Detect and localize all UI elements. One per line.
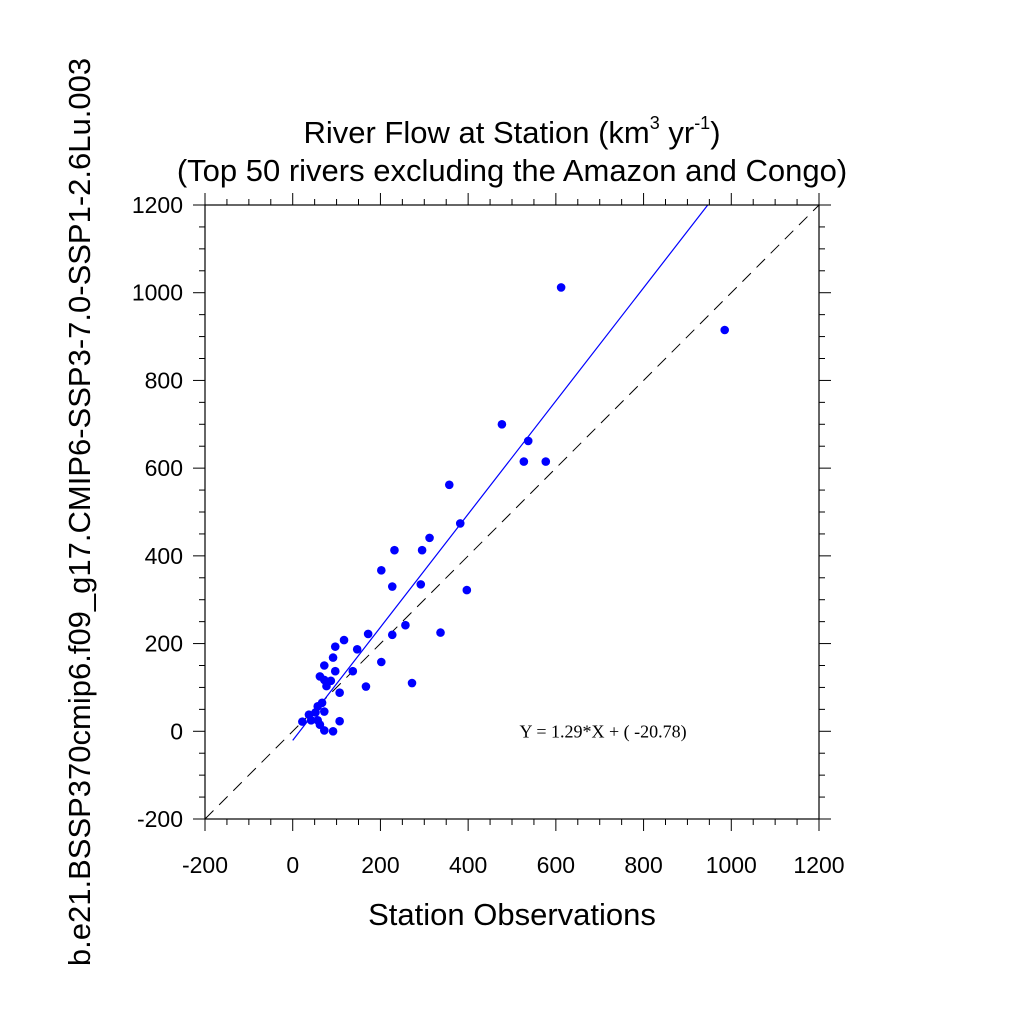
data-point <box>444 480 454 490</box>
data-point <box>387 630 397 640</box>
data-points <box>298 283 730 736</box>
x-tick-label: 400 <box>449 852 487 878</box>
data-point <box>523 436 533 446</box>
data-point <box>377 566 386 575</box>
y-axis-label: b.e21.BSSP370cmip6.f09_g17.CMIP6-SSP3-7.… <box>62 58 97 966</box>
data-point <box>455 519 465 528</box>
one-to-one-line <box>205 205 819 819</box>
data-point <box>339 635 349 645</box>
title-line-2: (Top 50 rivers excluding the Amazon and … <box>177 153 847 188</box>
y-tick-label: 0 <box>170 718 183 744</box>
data-point <box>462 585 472 595</box>
data-point <box>328 726 338 736</box>
data-point <box>497 419 507 429</box>
data-point <box>335 688 344 697</box>
regression-line <box>292 205 709 741</box>
x-tick-label: 1200 <box>793 852 844 878</box>
y-tick-label: 1000 <box>132 280 183 306</box>
y-tick-label: 200 <box>145 631 183 657</box>
y-tick-label: -200 <box>137 806 183 832</box>
title-text-b: yr <box>660 115 694 150</box>
x-axis-label: Station Observations <box>368 897 656 932</box>
x-tick-label: 800 <box>624 852 662 878</box>
regression-equation: Y = 1.29*X + ( -20.78) <box>520 721 687 742</box>
data-point <box>319 661 329 670</box>
y-tick-label: 400 <box>145 543 183 569</box>
chart-title: River Flow at Station (km3 yr-1) (Top 50… <box>177 113 847 188</box>
data-point <box>330 642 340 651</box>
y-tick-label: 1200 <box>132 192 183 218</box>
data-point <box>377 657 386 667</box>
data-point <box>390 545 399 555</box>
data-point <box>322 681 331 691</box>
plot-area <box>204 204 820 820</box>
data-point <box>363 629 373 639</box>
x-tick-label: 0 <box>286 852 299 878</box>
data-point <box>306 716 316 725</box>
data-point <box>298 717 307 726</box>
x-tick-label: 1000 <box>706 852 757 878</box>
data-point <box>401 620 410 630</box>
title-sup-3: 3 <box>650 113 660 133</box>
title-sup-neg1: -1 <box>694 113 710 133</box>
data-point <box>417 545 427 555</box>
data-point <box>425 533 434 543</box>
data-point <box>361 682 371 691</box>
data-point <box>330 666 340 676</box>
data-point <box>328 653 338 662</box>
axis-ticks <box>193 193 831 831</box>
x-tick-label: 600 <box>537 852 575 878</box>
data-point <box>387 582 397 591</box>
x-tick-label: -200 <box>182 852 228 878</box>
data-point <box>319 726 329 735</box>
data-point <box>348 666 358 676</box>
x-tick-label: 200 <box>361 852 399 878</box>
data-point <box>407 678 417 688</box>
title-line-1: River Flow at Station (km3 yr-1) <box>303 113 720 150</box>
title-text-c: ) <box>710 115 720 150</box>
y-tick-label: 800 <box>145 367 183 393</box>
title-text-a: River Flow at Station (km <box>303 115 649 150</box>
data-point <box>311 708 320 717</box>
tick-labels: -200 0 200 400 600 800 1000 1200 -200 0 200 400 600 8… <box>132 192 845 878</box>
data-point <box>519 457 529 466</box>
data-point <box>352 644 362 654</box>
data-point <box>541 457 551 466</box>
data-point <box>720 325 730 335</box>
data-point <box>335 716 344 726</box>
data-point <box>319 707 329 716</box>
y-tick-label: 600 <box>145 455 183 481</box>
data-point <box>416 580 426 589</box>
data-point <box>556 283 566 292</box>
data-point <box>436 628 445 637</box>
